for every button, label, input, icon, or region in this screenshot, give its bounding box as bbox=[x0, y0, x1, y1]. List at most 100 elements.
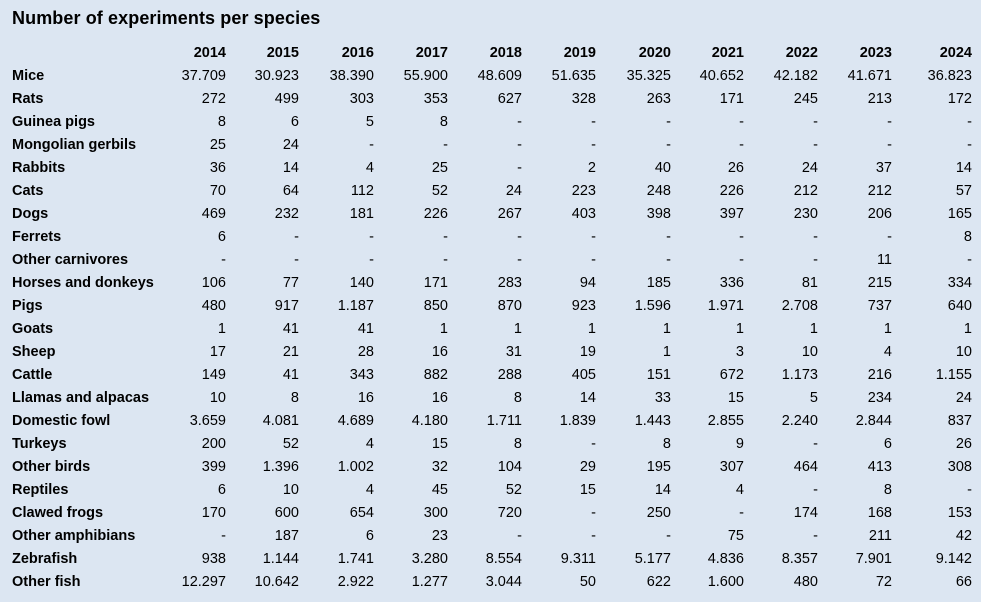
value-cell: 213 bbox=[867, 91, 892, 107]
value-cell: - bbox=[739, 137, 744, 153]
value-cell: 55.900 bbox=[403, 68, 448, 84]
species-label: Mice bbox=[12, 68, 45, 84]
value-cell: - bbox=[813, 482, 818, 498]
value-cell: 737 bbox=[867, 298, 892, 314]
table-row: Other amphibians - 187 6 23 - - - 75 - 211 42 bbox=[0, 525, 972, 548]
value-cell: 917 bbox=[274, 298, 299, 314]
value-cell: 300 bbox=[423, 505, 448, 521]
value-cell: - bbox=[813, 528, 818, 544]
value-cell: 6 bbox=[217, 482, 226, 498]
value-cell: 9.311 bbox=[560, 551, 596, 567]
value-cell: 272 bbox=[201, 91, 226, 107]
value-cell: 10 bbox=[801, 344, 818, 360]
value-cell: 77 bbox=[282, 275, 299, 291]
value-cell: 226 bbox=[719, 183, 744, 199]
value-cell: 40 bbox=[654, 160, 671, 176]
table-row: Cattle 149 41 343 882 288 405 151 672 1.173 216 1.1… bbox=[0, 364, 972, 387]
value-cell: 57 bbox=[955, 183, 972, 199]
value-cell: 5 bbox=[809, 390, 818, 406]
value-cell: 52 bbox=[505, 482, 522, 498]
value-cell: 171 bbox=[719, 91, 744, 107]
value-cell: 52 bbox=[431, 183, 448, 199]
value-cell: 16 bbox=[357, 390, 374, 406]
value-cell: 2.855 bbox=[707, 413, 744, 429]
value-cell: 307 bbox=[719, 459, 744, 475]
table-row: Llamas and alpacas 10 8 16 16 8 14 33 15 5 234 24 bbox=[0, 387, 972, 410]
value-cell: 234 bbox=[867, 390, 892, 406]
value-cell: 75 bbox=[727, 528, 744, 544]
table-row: Goats 1 41 41 1 1 1 1 1 1 1 1 bbox=[0, 318, 972, 341]
value-cell: 4 bbox=[365, 160, 374, 176]
header-row: 2014 2015 2016 2017 2018 2019 2020 2021 2022 2023… bbox=[0, 42, 972, 65]
value-cell: 2 bbox=[587, 160, 596, 176]
value-cell: 397 bbox=[719, 206, 744, 222]
value-cell: 1 bbox=[735, 321, 744, 337]
value-cell: 14 bbox=[654, 482, 671, 498]
value-cell: 9 bbox=[735, 436, 744, 452]
value-cell: 2.708 bbox=[781, 298, 818, 314]
value-cell: - bbox=[591, 229, 596, 245]
value-cell: 1.277 bbox=[411, 574, 448, 590]
value-cell: 1 bbox=[883, 321, 892, 337]
value-cell: - bbox=[813, 114, 818, 130]
value-cell: 10.642 bbox=[254, 574, 299, 590]
value-cell: 672 bbox=[719, 367, 744, 383]
species-label: Llamas and alpacas bbox=[12, 390, 150, 406]
value-cell: 12.297 bbox=[181, 574, 226, 590]
value-cell: 8 bbox=[513, 390, 522, 406]
value-cell: 187 bbox=[274, 528, 299, 544]
value-cell: 174 bbox=[793, 505, 818, 521]
year-header: 2015 bbox=[266, 45, 299, 61]
value-cell: 14 bbox=[955, 160, 972, 176]
value-cell: 1.002 bbox=[337, 459, 374, 475]
value-cell: 1.741 bbox=[337, 551, 374, 567]
value-cell: 149 bbox=[201, 367, 226, 383]
value-cell: 1 bbox=[809, 321, 818, 337]
value-cell: - bbox=[517, 114, 522, 130]
value-cell: 1.596 bbox=[634, 298, 671, 314]
value-cell: 600 bbox=[274, 505, 299, 521]
year-header: 2014 bbox=[193, 45, 226, 61]
value-cell: 185 bbox=[646, 275, 671, 291]
value-cell: - bbox=[739, 505, 744, 521]
value-cell: 153 bbox=[947, 505, 972, 521]
species-label: Horses and donkeys bbox=[12, 275, 154, 291]
value-cell: 654 bbox=[349, 505, 374, 521]
value-cell: 5 bbox=[365, 114, 374, 130]
value-cell: 223 bbox=[571, 183, 596, 199]
year-header: 2017 bbox=[415, 45, 448, 61]
value-cell: 1.839 bbox=[559, 413, 596, 429]
value-cell: 263 bbox=[646, 91, 671, 107]
value-cell: 206 bbox=[867, 206, 892, 222]
value-cell: 353 bbox=[423, 91, 448, 107]
value-cell: 19 bbox=[579, 344, 596, 360]
value-cell: 52 bbox=[282, 436, 299, 452]
table-row: Turkeys 200 52 4 15 8 - 8 9 - 6 26 bbox=[0, 433, 972, 456]
value-cell: 37 bbox=[875, 160, 892, 176]
table-row: Sheep 17 21 28 16 31 19 1 3 10 4 10 bbox=[0, 341, 972, 364]
value-cell: 480 bbox=[793, 574, 818, 590]
value-cell: - bbox=[591, 252, 596, 268]
value-cell: 4 bbox=[883, 344, 892, 360]
species-label: Ferrets bbox=[12, 229, 62, 245]
value-cell: - bbox=[517, 229, 522, 245]
value-cell: 32 bbox=[431, 459, 448, 475]
value-cell: 1.155 bbox=[935, 367, 972, 383]
species-label: Guinea pigs bbox=[12, 114, 95, 130]
value-cell: - bbox=[813, 137, 818, 153]
value-cell: 94 bbox=[579, 275, 596, 291]
year-header: 2022 bbox=[785, 45, 818, 61]
value-cell: 15 bbox=[431, 436, 448, 452]
value-cell: 245 bbox=[793, 91, 818, 107]
value-cell: 10 bbox=[955, 344, 972, 360]
value-cell: 1.971 bbox=[707, 298, 744, 314]
value-cell: 1 bbox=[662, 344, 671, 360]
value-cell: 212 bbox=[793, 183, 818, 199]
value-cell: 267 bbox=[497, 206, 522, 222]
species-label: Rabbits bbox=[12, 160, 66, 176]
value-cell: - bbox=[517, 137, 522, 153]
value-cell: - bbox=[813, 252, 818, 268]
value-cell: 8 bbox=[662, 436, 671, 452]
value-cell: 870 bbox=[497, 298, 522, 314]
value-cell: 334 bbox=[947, 275, 972, 291]
